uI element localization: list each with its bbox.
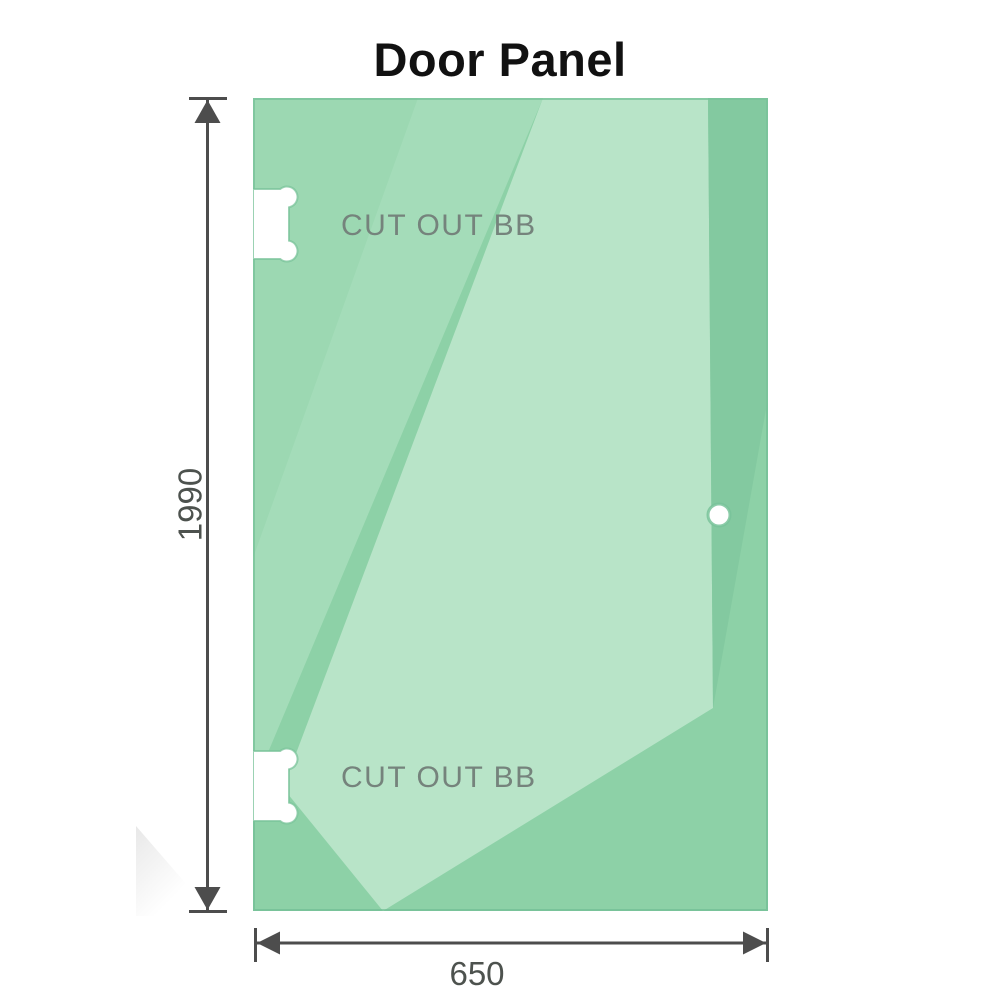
page-title: Door Panel — [373, 33, 627, 86]
bottom-cutout-label: CUT OUT BB — [341, 761, 537, 794]
width-dimension-value: 650 — [449, 955, 505, 992]
arrow-down-icon — [194, 887, 221, 910]
handle-hole — [706, 502, 732, 528]
top-hinge-cutout — [253, 185, 299, 263]
arrow-right-icon — [743, 931, 766, 955]
top-cutout-label: CUT OUT BB — [341, 209, 537, 242]
bottom-hinge-cutout — [253, 747, 299, 825]
glass-reflection-highlight — [283, 98, 713, 911]
arrow-left-icon — [257, 931, 280, 955]
glass-reflection-shade — [708, 98, 768, 708]
glass-edge — [253, 98, 768, 911]
height-dimension-value: 1990 — [171, 467, 209, 542]
arrow-up-icon — [194, 100, 221, 123]
glass-panel — [253, 98, 768, 911]
glass-reflection-band — [253, 98, 543, 788]
